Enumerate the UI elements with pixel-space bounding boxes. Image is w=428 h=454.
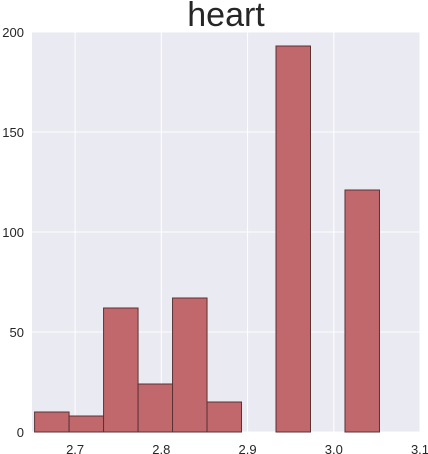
x-tick-label-2: 2.9 <box>239 442 257 454</box>
y-tick-label-0: 0 <box>17 425 24 440</box>
histogram-bar-9 <box>344 189 380 433</box>
histogram-bar-0 <box>34 411 70 433</box>
x-tick-label-1: 2.8 <box>152 442 170 454</box>
chart-title: heart <box>187 0 265 34</box>
histogram-bar-5 <box>206 401 243 433</box>
x-tick-label-0: 2.7 <box>66 442 84 454</box>
y-tick-label-2: 100 <box>2 225 24 240</box>
histogram-bar-2 <box>103 307 139 433</box>
y-tick-label-1: 50 <box>10 325 24 340</box>
x-tick-labels: 2.7 2.8 2.9 3.0 3.1 <box>66 442 428 454</box>
y-tick-labels: 0 50 100 150 200 <box>2 25 24 440</box>
histogram-bar-3 <box>137 383 174 433</box>
histogram-bar-1 <box>68 415 105 433</box>
y-tick-label-4: 200 <box>2 25 24 40</box>
histogram-bar-4 <box>172 297 208 433</box>
bars <box>34 45 380 433</box>
y-tick-label-3: 150 <box>2 125 24 140</box>
histogram-bar-7 <box>275 45 311 433</box>
x-tick-label-3: 3.0 <box>325 442 343 454</box>
x-tick-label-4: 3.1 <box>411 442 428 454</box>
